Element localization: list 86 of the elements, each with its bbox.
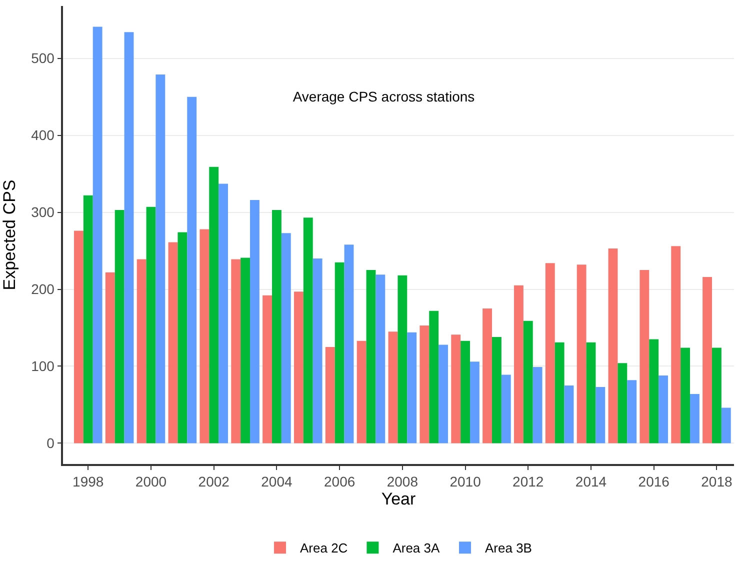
bar [501, 374, 511, 444]
bar [608, 248, 618, 444]
bar [532, 367, 542, 444]
bar [482, 308, 492, 444]
bar [407, 332, 417, 444]
bar [671, 246, 681, 444]
bar [262, 295, 272, 444]
bar [514, 285, 524, 444]
y-tick-label: 200 [31, 281, 55, 298]
bar [376, 274, 386, 444]
bar [420, 325, 430, 444]
x-tick-label: 2004 [261, 474, 292, 490]
y-tick-label: 100 [31, 358, 55, 374]
bar [680, 348, 690, 444]
bar [92, 26, 102, 444]
x-tick-label: 2008 [386, 474, 418, 490]
bar [640, 270, 650, 444]
bar [627, 380, 637, 444]
bar [690, 394, 700, 444]
bar [721, 408, 731, 444]
bar [250, 200, 260, 444]
bar [702, 276, 712, 444]
bar [303, 218, 313, 444]
x-tick-label: 2006 [324, 474, 356, 490]
bar [325, 347, 335, 444]
bar [460, 340, 470, 444]
y-tick-label: 300 [31, 204, 55, 220]
bar [586, 342, 596, 444]
bar [564, 385, 574, 444]
text: Average CPS across stations [292, 88, 475, 104]
x-tick-label: 2012 [512, 474, 544, 490]
bar [356, 340, 366, 444]
x-tick-label: 2018 [701, 474, 732, 490]
bar [114, 210, 124, 444]
bar [312, 258, 322, 444]
bar [334, 262, 344, 444]
bar [492, 336, 502, 444]
bar [294, 292, 304, 444]
x-tick-label: 2014 [575, 474, 607, 490]
bar [429, 310, 439, 444]
bar [168, 242, 178, 444]
bar [554, 342, 564, 444]
bar [398, 275, 408, 444]
bar [366, 270, 376, 444]
y-tick-label: 400 [31, 127, 55, 144]
bar [272, 210, 282, 444]
bar [438, 344, 448, 444]
legend-label: Area 3B [485, 540, 532, 556]
bar [545, 263, 555, 444]
bar [187, 96, 197, 444]
legend-label: Area 2C [300, 540, 348, 556]
y-tick-label: 500 [31, 50, 55, 66]
legend-label: Area 3A [392, 540, 440, 556]
bar [240, 258, 250, 444]
y-axis-title: Expected CPS [0, 180, 19, 290]
bar [105, 272, 115, 444]
bar [658, 375, 668, 444]
x-tick-label: 2002 [198, 474, 230, 490]
x-axis-title: Year [381, 490, 416, 509]
bar [388, 332, 398, 444]
x-tick-label: 2016 [638, 474, 670, 490]
bar [618, 363, 628, 444]
bar [74, 230, 84, 444]
bar [596, 387, 606, 444]
bar [523, 320, 533, 444]
bar [200, 229, 210, 444]
bar [146, 206, 156, 444]
x-tick-label: 2010 [450, 474, 482, 490]
bar [470, 362, 480, 444]
bar [136, 259, 146, 444]
bar [712, 348, 722, 444]
bar [124, 32, 134, 444]
bar [344, 244, 354, 444]
bar [576, 264, 586, 444]
bar [281, 233, 291, 444]
bar [156, 74, 166, 444]
y-tick-label: 0 [46, 435, 55, 452]
bar [451, 334, 461, 444]
bar [83, 195, 93, 444]
bar [231, 259, 241, 444]
bar [209, 166, 219, 444]
x-tick-label: 2000 [135, 474, 167, 490]
bar [218, 184, 228, 444]
bar [178, 232, 188, 444]
bar [649, 339, 659, 444]
x-tick-label: 1998 [72, 474, 104, 490]
